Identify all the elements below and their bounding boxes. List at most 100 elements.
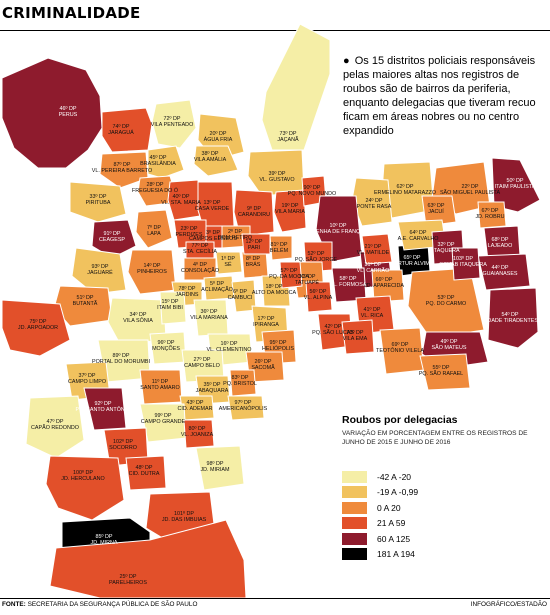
district-code-label: 31º DP: [365, 262, 382, 268]
district-code-label: 27º DP: [194, 357, 211, 363]
district-code-label: 44º DP: [492, 265, 509, 271]
district-name-label: PARI: [248, 245, 260, 251]
credit: INFOGRÁFICO/ESTADÃO: [470, 601, 547, 608]
district-area: [71, 247, 127, 295]
district-name-label: JABAQUARA: [196, 388, 229, 394]
district-code-label: 89º DP: [113, 353, 130, 359]
district-name-label: JARAGUÁ: [108, 129, 134, 136]
district-code-label: 9º DP: [247, 206, 261, 212]
district-name-label: PQ. SÃO LUCAS: [312, 329, 354, 336]
district-code-label: 65º DP: [404, 255, 421, 261]
district-name-label: VL. CLEMENTINO: [207, 347, 252, 353]
district-area: [371, 269, 405, 303]
district-code-label: 32º DP: [438, 242, 455, 248]
district-name-label: JD. DAS IMBUIAS: [162, 517, 207, 523]
district-name-label: TATUAPÉ: [295, 279, 319, 286]
district-area: [195, 445, 245, 491]
district-code-label: 35º DP: [204, 382, 221, 388]
legend-title: Roubos por delegacias: [342, 414, 458, 426]
district-name-label: JAÇANÃ: [277, 136, 299, 143]
district-area: [261, 23, 331, 151]
district-area: [135, 209, 173, 249]
legend-swatch: [342, 470, 367, 483]
district-name-label: ACLIMAÇÃO: [201, 286, 233, 293]
district-code-label: 13º DP: [204, 200, 221, 206]
district-name-label: JAGUARÉ: [87, 269, 113, 276]
district-area: [269, 235, 293, 261]
source-label: FONTE:: [2, 601, 26, 608]
district-area: [127, 249, 177, 295]
district-code-label: 17º DP: [258, 316, 275, 322]
district-name-label: PINHEIROS: [137, 269, 167, 275]
district-name-label: BRASILÂNDIA: [140, 160, 176, 167]
district-name-label: CAPÃO REDONDO: [31, 424, 79, 431]
district-code-label: 6º DP: [233, 289, 247, 295]
district-code-label: 15º DP: [162, 299, 179, 305]
district-area: [151, 99, 197, 149]
district-code-label: 16º DP: [221, 341, 238, 347]
district-code-label: 41º DP: [364, 307, 381, 313]
source-text: SECRETARIA DA SEGURANÇA PÚBLICA DE SÃO P…: [27, 601, 198, 608]
district-code-label: 91º DP: [104, 231, 121, 237]
legend-label: -19 A -0,99: [377, 487, 419, 498]
district-code-label: 38º DP: [202, 151, 219, 157]
district-name-label: JD. ROBRU: [475, 214, 504, 220]
district-area: [159, 291, 187, 325]
district-code-label: 24º DP: [366, 198, 383, 204]
district-name-label: STA. CECÍLIA: [183, 248, 217, 255]
district-name-label: FREGUESIA DO Ó: [132, 187, 178, 194]
district-code-label: 7º DP: [147, 225, 161, 231]
district-name-label: VL. RICA: [361, 313, 384, 319]
district-code-label: 75º DP: [30, 319, 47, 325]
district-code-label: 34º DP: [130, 312, 147, 318]
district-code-label: 62º DP: [397, 184, 414, 190]
district-code-label: 46º DP: [60, 106, 77, 112]
district-code-label: 67º DP: [482, 208, 499, 214]
district-code-label: 11º DP: [152, 379, 169, 385]
district-area: [99, 151, 149, 189]
district-code-label: 90º DP: [304, 185, 321, 191]
district-name-label: TEOTÔNIO VILELA: [376, 347, 424, 354]
district-area: [477, 201, 507, 229]
district-code-label: 19º DP: [282, 203, 299, 209]
district-code-label: 54º DP: [502, 312, 519, 318]
legend-row: 21 A 59: [342, 516, 547, 532]
legend-swatch: [342, 532, 367, 545]
district-code-label: 22º DP: [462, 184, 479, 190]
legend-row: 181 A 194: [342, 547, 547, 563]
legend-swatch: [342, 548, 367, 561]
district-name-label: GUAIANASES: [482, 271, 517, 277]
district-code-label: 18º DP: [266, 284, 283, 290]
district-polygons: [1, 23, 541, 599]
district-code-label: 40º DP: [173, 194, 190, 200]
district-name-label: JACUÍ: [428, 208, 444, 215]
district-area: [273, 189, 307, 233]
district-name-label: ITAIM BIBI: [157, 305, 183, 311]
district-code-label: 20º DP: [210, 131, 227, 137]
district-code-label: 28º DP: [147, 182, 164, 188]
district-name-label: PONTE RASA: [357, 204, 392, 210]
district-code-label: 51º DP: [77, 295, 94, 301]
legend-row: 0 A 20: [342, 500, 547, 516]
district-code-label: 74º DP: [113, 124, 130, 130]
district-name-label: VL. GUSTAVO: [259, 177, 294, 183]
district-code-label: 78º DP: [179, 286, 196, 292]
district-code-label: 5º DP: [210, 281, 224, 287]
district-name-label: CASA VERDE: [195, 206, 230, 212]
district-name-label: PQ. SANTO ANTÔNIO: [75, 406, 130, 413]
district-code-label: 73º DP: [280, 131, 297, 137]
district-area: [477, 253, 531, 291]
district-area: [147, 145, 185, 179]
district-name-label: VILA AMÁLIA: [194, 156, 227, 163]
district-name-label: BUTANTÃ: [73, 300, 98, 307]
district-area: [487, 287, 539, 349]
district-name-label: BRÁS: [246, 261, 261, 268]
legend-swatch: [342, 486, 367, 499]
district-name-label: PQ. NOVO MUNDO: [288, 191, 337, 197]
district-name-label: A.E. CARVALHO: [398, 236, 439, 242]
note-text: Os 15 distritos policiais responsáveis p…: [343, 55, 536, 137]
district-name-label: SÃO MATEUS: [432, 344, 467, 351]
district-area: [419, 353, 471, 391]
